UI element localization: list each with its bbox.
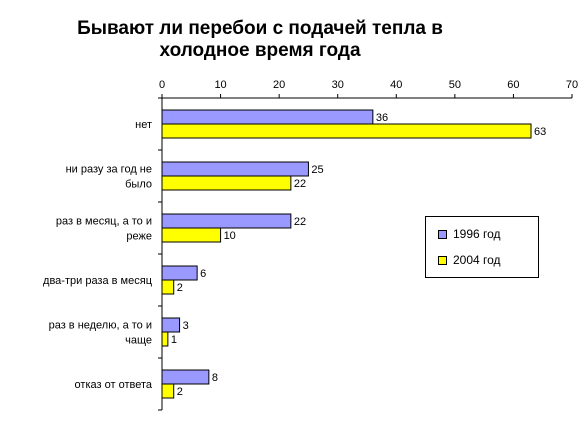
bar-series-1 <box>161 109 374 125</box>
legend-label-series-1: 1996 год <box>453 227 501 241</box>
bar-series-1 <box>161 161 309 177</box>
data-label-series-1: 22 <box>294 216 306 228</box>
data-label-series-2: 22 <box>294 178 306 190</box>
x-tick-label: 40 <box>390 79 402 91</box>
bar-series-2 <box>161 175 292 191</box>
x-tick-label: 20 <box>273 79 285 91</box>
data-label-series-1: 25 <box>311 164 323 176</box>
bar-series-1 <box>161 265 198 281</box>
category-label: реже <box>126 231 152 243</box>
category-label: чаще <box>125 335 152 347</box>
bar-series-2 <box>161 383 175 399</box>
category-label: отказ от ответа <box>75 379 153 391</box>
bar-series-2 <box>161 123 532 139</box>
legend-item-series-2: 2004 год <box>438 253 501 267</box>
bar-series-1 <box>161 213 292 229</box>
category-label: раз в неделю, а то и <box>49 320 152 332</box>
bar-series-2 <box>161 227 222 243</box>
chart-title: Бывают ли перебои с подачей тепла в холо… <box>60 18 460 62</box>
data-label-series-2: 2 <box>177 282 183 294</box>
bar-series-2 <box>161 331 169 347</box>
category-label: ни разу за год не <box>66 164 152 176</box>
data-label-series-2: 10 <box>224 230 236 242</box>
data-label-series-2: 2 <box>177 386 183 398</box>
legend-label-series-2: 2004 год <box>453 253 501 267</box>
data-label-series-2: 1 <box>171 334 177 346</box>
category-label: было <box>125 179 152 191</box>
data-label-series-1: 8 <box>212 372 218 384</box>
x-tick-label: 60 <box>507 79 519 91</box>
category-label: два-три раза в месяц <box>43 275 153 287</box>
x-tick-label: 70 <box>566 79 578 91</box>
x-tick-label: 0 <box>159 79 165 91</box>
category-label: нет <box>135 119 152 131</box>
data-label-series-2: 63 <box>534 126 546 138</box>
chart-title-line-2: холодное время года <box>159 40 361 61</box>
data-label-series-1: 3 <box>183 320 189 332</box>
x-tick-label: 10 <box>214 79 226 91</box>
legend-item-series-1: 1996 год <box>438 227 501 241</box>
data-label-series-1: 36 <box>376 112 388 124</box>
category-label: раз в месяц, а то и <box>56 216 152 228</box>
data-label-series-1: 6 <box>200 268 206 280</box>
chart-legend: 1996 год 2004 год <box>425 216 539 278</box>
legend-swatch-series-1 <box>438 229 447 239</box>
bar-series-2 <box>161 279 175 295</box>
legend-swatch-series-2 <box>438 255 447 265</box>
bar-series-1 <box>161 317 181 333</box>
x-tick-label: 30 <box>332 79 344 91</box>
bar-series-1 <box>161 369 210 385</box>
chart-title-line-1: Бывают ли перебои с подачей тепла в <box>77 18 443 39</box>
x-tick-label: 50 <box>449 79 461 91</box>
